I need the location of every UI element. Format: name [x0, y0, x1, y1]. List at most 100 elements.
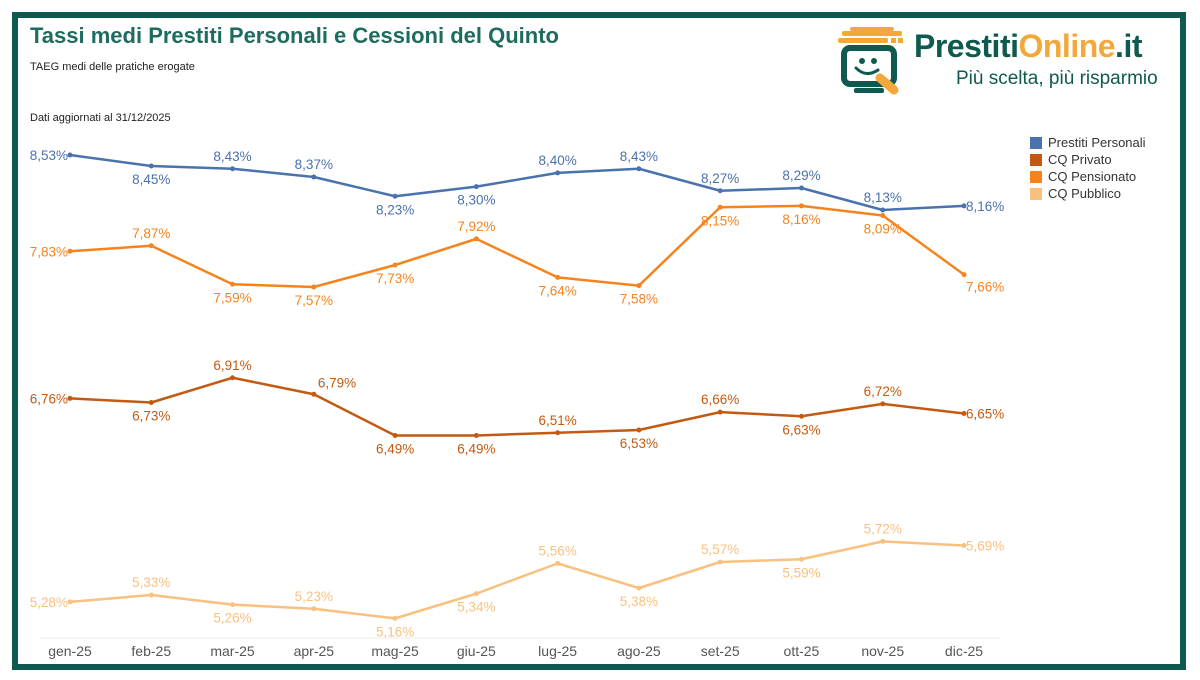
data-label: 8,37% [295, 157, 333, 172]
data-label: 8,23% [376, 202, 414, 217]
data-label: 7,87% [132, 226, 170, 241]
data-point [961, 411, 967, 416]
data-label: 5,33% [132, 575, 170, 590]
legend-item-prestiti-personali: Prestiti Personali [1030, 134, 1146, 151]
smiling-monitor-icon [838, 27, 903, 95]
brand-name-accent: Online [1018, 28, 1116, 64]
data-point [148, 400, 154, 405]
data-updated-note: Dati aggiornati al 31/12/2025 [30, 112, 171, 124]
data-label: 7,57% [295, 293, 333, 308]
legend-swatch [1030, 170, 1042, 183]
chart-title: Tassi medi Prestiti Personali e Cessioni… [30, 23, 559, 48]
data-point [880, 213, 886, 218]
data-point [473, 433, 479, 438]
x-tick-label: set-25 [701, 643, 740, 659]
data-label: 8,45% [132, 172, 170, 187]
legend-label: Prestiti Personali [1048, 135, 1146, 150]
data-label: 8,27% [701, 171, 739, 186]
legend-swatch [1030, 187, 1042, 200]
data-point [961, 543, 967, 548]
data-label: 7,83% [30, 244, 68, 259]
data-label: 5,57% [701, 542, 739, 557]
data-label: 6,91% [213, 358, 251, 373]
data-label: 6,65% [966, 407, 1004, 422]
data-label: 5,69% [966, 539, 1004, 554]
legend-item-cq-pensionato: CQ Pensionato [1030, 168, 1146, 185]
data-label: 6,63% [782, 422, 820, 437]
data-label: 8,16% [966, 199, 1004, 214]
data-label: 8,30% [457, 193, 495, 208]
x-tick-label: gen-25 [48, 643, 92, 659]
x-tick-label: lug-25 [538, 643, 577, 659]
data-label: 7,64% [538, 283, 576, 298]
data-point [67, 395, 73, 401]
legend-swatch [1030, 136, 1042, 149]
data-point [473, 236, 479, 242]
data-label: 6,76% [30, 391, 68, 406]
x-tick-label: giu-25 [457, 643, 496, 659]
data-point [392, 193, 398, 199]
data-point [67, 248, 73, 254]
data-point [148, 163, 154, 169]
data-label: 7,58% [620, 292, 658, 307]
data-point [636, 166, 642, 172]
legend-label: CQ Pubblico [1048, 186, 1121, 201]
data-label: 7,92% [457, 219, 495, 234]
series-line-cq-pensionato [69, 204, 965, 289]
data-point [555, 560, 561, 566]
data-point [392, 615, 398, 621]
data-point [555, 274, 561, 280]
chart-subtitle: TAEG medi delle pratiche erogate [30, 61, 195, 73]
data-point [717, 188, 723, 194]
series-line-prestiti-personali [69, 153, 965, 212]
x-tick-label: mag-25 [371, 643, 419, 659]
x-tick-label: nov-25 [861, 643, 904, 659]
data-label: 8,09% [864, 222, 902, 237]
data-label: 8,13% [864, 190, 902, 205]
data-point [717, 559, 723, 565]
data-label: 6,72% [864, 384, 902, 399]
data-point [798, 413, 804, 419]
data-point [311, 174, 317, 180]
data-point [555, 430, 561, 436]
data-label: 5,34% [457, 600, 495, 615]
data-point [636, 585, 642, 591]
legend-item-cq-pubblico: CQ Pubblico [1030, 185, 1146, 202]
data-point [961, 272, 967, 278]
data-point [230, 375, 236, 381]
brand-name-main: Prestiti [914, 28, 1019, 64]
data-label: 6,51% [538, 413, 576, 428]
x-tick-label: ott-25 [784, 643, 820, 659]
data-point [230, 166, 236, 172]
data-label: 8,53% [30, 148, 68, 163]
data-label: 6,53% [620, 436, 658, 451]
legend-label: CQ Pensionato [1048, 169, 1137, 184]
data-point [230, 602, 236, 608]
x-tick-label: dic-25 [945, 643, 983, 659]
chart-legend: Prestiti Personali CQ Privato CQ Pension… [1030, 134, 1146, 202]
data-point [798, 556, 804, 562]
series-line-cq-pubblico [69, 540, 965, 620]
data-point [555, 170, 561, 176]
legend-swatch [1030, 153, 1042, 166]
data-label: 8,43% [620, 149, 658, 164]
data-label: 7,73% [376, 271, 414, 286]
data-label: 6,66% [701, 392, 739, 407]
data-label: 7,59% [213, 290, 251, 305]
data-point [880, 538, 886, 544]
x-tick-label: feb-25 [131, 643, 171, 659]
data-point [311, 284, 317, 290]
data-label: 6,49% [457, 442, 495, 457]
data-point [311, 606, 317, 612]
brand-logo: PrestitiOnline.it Più scelta, più rispar… [836, 26, 1166, 102]
chart-frame [12, 12, 1186, 670]
data-point [230, 281, 236, 287]
data-label: 8,15% [701, 213, 739, 228]
data-label: 8,40% [538, 153, 576, 168]
legend-label: CQ Privato [1048, 152, 1112, 167]
data-label: 5,72% [864, 521, 902, 536]
data-label: 5,56% [538, 543, 576, 558]
data-label: 5,59% [782, 565, 820, 580]
series-line-cq-privato [69, 376, 965, 437]
